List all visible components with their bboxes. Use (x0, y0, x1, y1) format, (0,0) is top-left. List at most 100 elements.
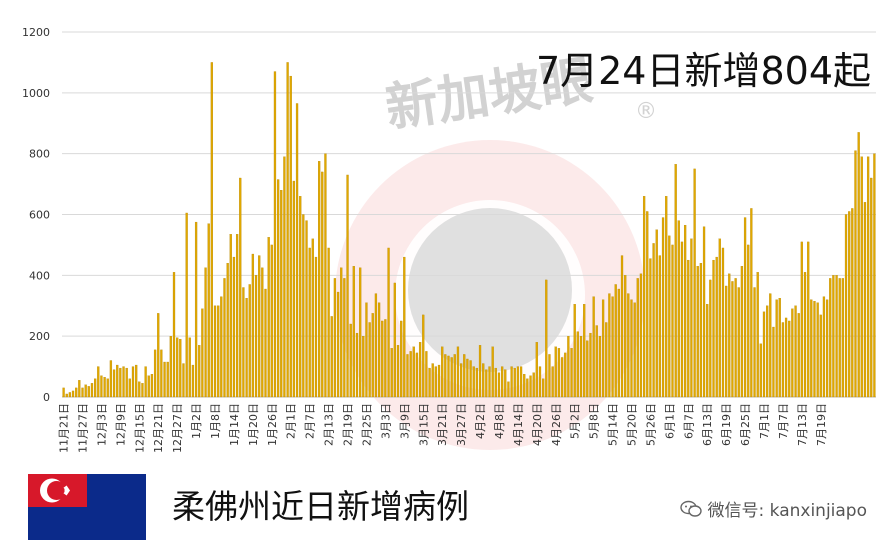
bar-series (62, 62, 876, 398)
bar (825, 299, 829, 398)
bar (78, 380, 81, 398)
bar (239, 177, 242, 398)
bar (677, 220, 680, 398)
bar (396, 345, 400, 398)
x-tick-label: 4月2日 (474, 403, 487, 439)
x-tick-label: 1月14日 (228, 403, 241, 446)
bar (759, 343, 762, 398)
bar (586, 340, 589, 398)
bar (254, 275, 258, 398)
bar (551, 366, 554, 398)
bar (693, 168, 696, 398)
bar (188, 337, 191, 398)
bar (497, 372, 501, 398)
bar (207, 223, 210, 398)
x-tick-label: 1月20日 (247, 403, 260, 446)
bar (418, 342, 422, 398)
bar (409, 351, 412, 398)
wechat-id: 微信号: kanxinjiapo (679, 496, 867, 521)
bar (690, 238, 693, 398)
bar (160, 349, 163, 398)
bar (321, 171, 324, 398)
x-tick-label: 6月13日 (701, 403, 714, 446)
bar (832, 275, 835, 398)
x-tick-label: 3月9日 (398, 403, 411, 439)
bar (605, 322, 608, 398)
bar (201, 308, 204, 398)
bar (286, 62, 289, 398)
x-tick-label: 6月19日 (720, 403, 733, 446)
bar (106, 378, 109, 398)
bar (318, 161, 321, 398)
bar (482, 363, 485, 398)
bar (431, 363, 434, 398)
bar (756, 272, 759, 398)
bar (567, 336, 570, 398)
bar (712, 259, 715, 398)
bar (570, 348, 573, 398)
bar (639, 273, 643, 398)
bar (526, 378, 529, 398)
x-tick-label: 5月14日 (607, 403, 620, 446)
bar (434, 366, 438, 398)
wechat-icon (679, 500, 702, 517)
bar (194, 221, 198, 398)
bar (583, 304, 586, 398)
bar (791, 308, 794, 398)
bar (775, 299, 778, 398)
bar (340, 267, 343, 398)
bar (229, 234, 232, 398)
bar (560, 357, 564, 398)
bar (608, 293, 611, 398)
bar (343, 278, 346, 398)
bar (245, 297, 248, 398)
bar (138, 381, 141, 398)
bar (384, 319, 387, 398)
x-tick-label: 3月21日 (436, 403, 449, 446)
bar (794, 305, 797, 398)
bar (71, 390, 75, 398)
bar (400, 320, 403, 398)
bar (280, 190, 283, 398)
bar (687, 259, 690, 398)
bar (848, 211, 851, 398)
bar (557, 348, 561, 398)
bar (264, 288, 267, 398)
bar (762, 311, 766, 398)
bar (387, 247, 390, 398)
y-tick-label: 400 (29, 269, 50, 282)
x-tick-label: 2月19日 (342, 403, 355, 446)
bar (273, 71, 277, 398)
bar (406, 354, 409, 398)
bar (131, 366, 135, 398)
x-tick-label: 12月27日 (171, 403, 184, 453)
x-tick-label: 4月8日 (493, 403, 506, 439)
bar (507, 381, 510, 398)
x-tick-label: 2月7日 (304, 403, 317, 439)
x-tick-label: 3月27日 (455, 403, 468, 446)
x-tick-label: 4月14日 (512, 403, 525, 446)
bar (210, 62, 213, 398)
bar (330, 316, 333, 398)
watermark-face (408, 208, 572, 372)
bar (147, 375, 150, 398)
x-tick-label: 5月26日 (644, 403, 657, 446)
bar (816, 302, 819, 398)
x-tick-label: 12月15日 (133, 403, 146, 453)
bar (336, 291, 340, 398)
bar (747, 244, 750, 398)
bar (614, 284, 617, 398)
bar (204, 267, 207, 398)
bar (441, 346, 444, 398)
bar (359, 267, 362, 398)
bar (475, 367, 479, 398)
bar (371, 313, 374, 398)
bar (450, 357, 453, 398)
bar (261, 267, 264, 398)
bar (217, 305, 220, 398)
watermark-mark: ® (635, 99, 657, 124)
bar (860, 156, 863, 398)
bar (84, 384, 87, 398)
bar (172, 272, 176, 398)
bar (728, 273, 731, 398)
